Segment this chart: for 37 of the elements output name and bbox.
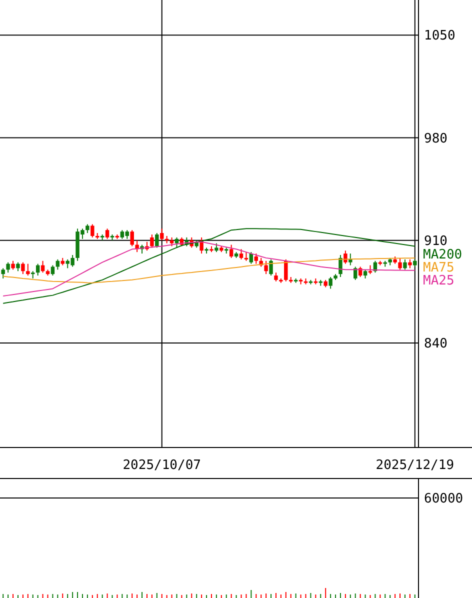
candlestick <box>344 250 348 264</box>
y-tick-label: 980 <box>424 131 448 146</box>
y-tick-label: 910 <box>424 234 448 249</box>
candlestick <box>90 224 94 238</box>
candlestick <box>36 263 40 276</box>
series-label: MA200 <box>423 247 462 262</box>
candlestick <box>338 254 342 278</box>
candlestick <box>403 258 407 270</box>
line-series <box>2 228 416 304</box>
candlestick <box>155 232 159 248</box>
candlestick <box>105 228 110 240</box>
series-label: MA25 <box>423 273 454 288</box>
candlestick <box>50 264 55 276</box>
candlestick <box>6 262 10 274</box>
candlestick <box>239 248 244 260</box>
candlestick <box>284 258 288 282</box>
candlestick <box>174 236 179 248</box>
candlestick <box>160 228 164 241</box>
y-tick-label: 1050 <box>424 28 456 44</box>
candlestick <box>229 244 234 258</box>
candlestick <box>26 263 30 276</box>
candlestick <box>264 260 268 275</box>
y-tick-label: 840 <box>424 336 448 352</box>
series-label: MA75 <box>423 260 454 276</box>
candlestick <box>130 230 134 247</box>
candlestick <box>21 262 25 275</box>
x-tick-label: 2025/10/07 <box>122 458 202 473</box>
candlestick <box>150 234 154 248</box>
candlestick <box>269 258 273 276</box>
candlestick <box>249 252 254 264</box>
candlestick <box>328 276 332 290</box>
candlestick <box>1 268 5 279</box>
y-tick-label: 60000 <box>424 492 464 507</box>
candlestick <box>348 253 352 266</box>
candlestick <box>398 257 402 270</box>
candlestick <box>254 253 258 264</box>
x-tick-label: 2025/12/19 <box>376 458 454 473</box>
